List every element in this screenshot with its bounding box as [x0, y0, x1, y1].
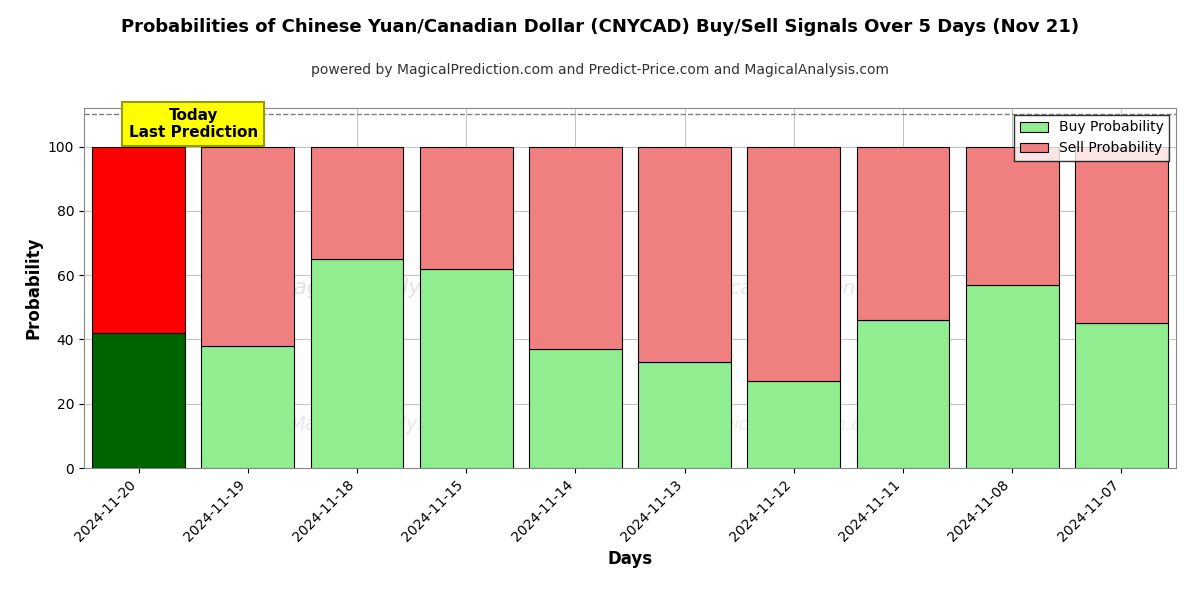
Text: powered by MagicalPrediction.com and Predict-Price.com and MagicalAnalysis.com: powered by MagicalPrediction.com and Pre… — [311, 63, 889, 77]
Bar — [1075, 146, 1168, 323]
Bar — [202, 346, 294, 468]
Text: MagicalAnalysis.com: MagicalAnalysis.com — [288, 415, 491, 434]
Bar — [420, 269, 512, 468]
Bar — [420, 146, 512, 269]
Legend: Buy Probability, Sell Probability: Buy Probability, Sell Probability — [1014, 115, 1169, 161]
Bar — [311, 259, 403, 468]
Bar — [92, 146, 185, 333]
Bar — [966, 285, 1058, 468]
X-axis label: Days: Days — [607, 550, 653, 568]
Bar — [529, 146, 622, 349]
Bar — [638, 362, 731, 468]
Y-axis label: Probability: Probability — [24, 237, 42, 339]
Bar — [311, 146, 403, 259]
Bar — [966, 146, 1058, 285]
Bar — [202, 146, 294, 346]
Bar — [638, 146, 731, 362]
Bar — [529, 349, 622, 468]
Bar — [857, 320, 949, 468]
Text: MagicalPrediction.com: MagicalPrediction.com — [684, 278, 904, 298]
Bar — [92, 333, 185, 468]
Text: Today
Last Prediction: Today Last Prediction — [128, 108, 258, 140]
Text: Probabilities of Chinese Yuan/Canadian Dollar (CNYCAD) Buy/Sell Signals Over 5 D: Probabilities of Chinese Yuan/Canadian D… — [121, 18, 1079, 36]
Bar — [1075, 323, 1168, 468]
Bar — [857, 146, 949, 320]
Text: MagicalPrediction.com: MagicalPrediction.com — [700, 416, 888, 434]
Bar — [748, 146, 840, 381]
Bar — [748, 381, 840, 468]
Text: MagicalAnalysis.com: MagicalAnalysis.com — [274, 278, 505, 298]
